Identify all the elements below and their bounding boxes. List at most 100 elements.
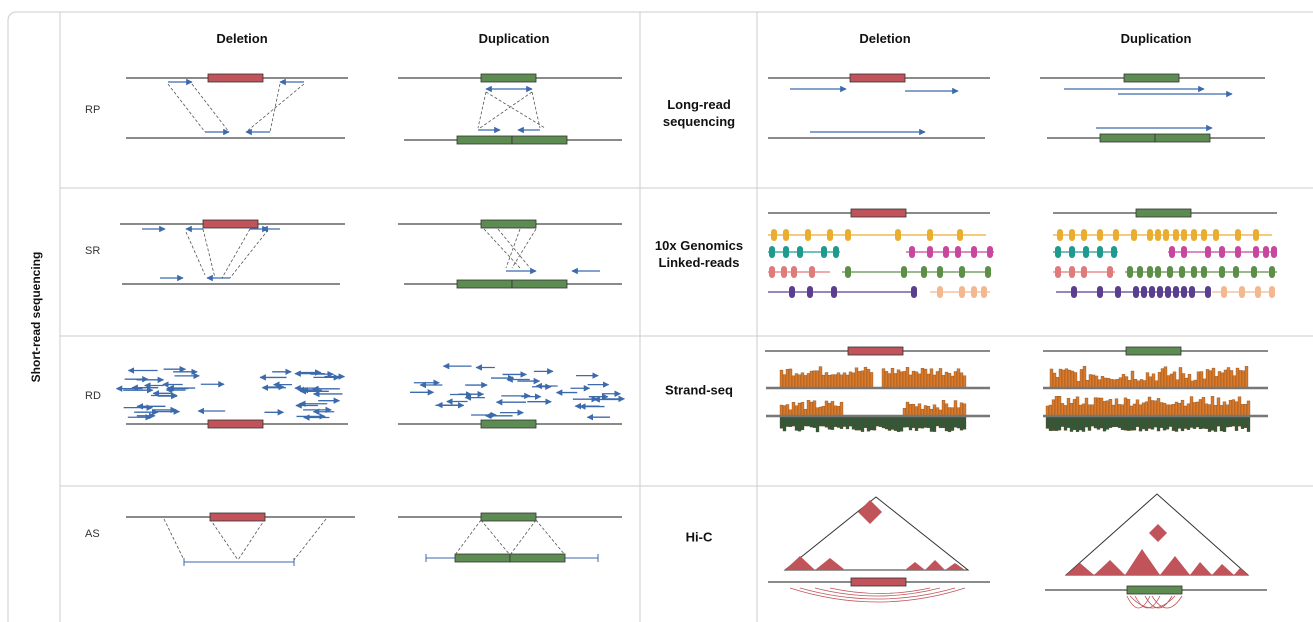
- linked-read: [959, 266, 965, 278]
- coverage-bar: [801, 416, 804, 430]
- coverage-bar: [1184, 406, 1187, 416]
- linked-read: [1181, 286, 1187, 298]
- coverage-bar: [1139, 405, 1142, 416]
- coverage-bar: [954, 371, 957, 388]
- coverage-bar: [942, 400, 945, 416]
- coverage-bar: [1242, 371, 1245, 388]
- coverage-bar: [1142, 403, 1145, 416]
- coverage-bar: [909, 404, 912, 416]
- coverage-bar: [1170, 374, 1173, 388]
- coverage-bar: [1149, 377, 1152, 388]
- linked-read: [1055, 246, 1061, 258]
- coverage-bar: [843, 373, 846, 388]
- coverage-bar: [807, 373, 810, 388]
- coverage-bar: [792, 376, 795, 388]
- column-header: Deletion: [859, 31, 910, 46]
- coverage-bar: [921, 368, 924, 388]
- coverage-bar: [1046, 416, 1049, 428]
- method-name: 10x Genomics Linked-reads: [644, 237, 754, 271]
- coverage-bar: [1226, 416, 1229, 427]
- coverage-bar: [921, 416, 924, 428]
- coverage-bar: [1079, 405, 1082, 416]
- coverage-bar: [798, 375, 801, 388]
- coverage-bar: [861, 371, 864, 388]
- coverage-bar: [1172, 416, 1175, 431]
- linked-read: [987, 246, 993, 258]
- linked-read: [1201, 229, 1207, 241]
- sv-segment: [210, 513, 265, 521]
- coverage-bar: [1076, 397, 1079, 416]
- coverage-bar: [852, 416, 855, 429]
- genome-line: [210, 519, 238, 560]
- linked-read: [955, 246, 961, 258]
- coverage-bar: [864, 416, 867, 428]
- coverage-bar: [1064, 405, 1067, 416]
- genome-line: [506, 229, 520, 268]
- coverage-bar: [1136, 400, 1139, 416]
- coverage-bar: [1247, 401, 1250, 416]
- genome-line: [536, 520, 565, 555]
- coverage-bar: [1193, 402, 1196, 416]
- coverage-bar: [1245, 366, 1248, 388]
- linked-read: [1251, 266, 1257, 278]
- coverage-bar: [1085, 416, 1088, 427]
- sv-segment: [1124, 74, 1179, 82]
- coverage-bar: [801, 402, 804, 416]
- linked-read: [1219, 266, 1225, 278]
- coverage-bar: [786, 405, 789, 416]
- coverage-bar: [1071, 371, 1074, 388]
- linked-read: [909, 246, 915, 258]
- linked-read: [791, 266, 797, 278]
- coverage-bar: [798, 403, 801, 416]
- coverage-bar: [1214, 405, 1217, 416]
- linked-read: [1191, 229, 1197, 241]
- linked-read: [1253, 246, 1259, 258]
- linked-read: [1191, 266, 1197, 278]
- column-header: Duplication: [1121, 31, 1192, 46]
- coverage-bar: [867, 369, 870, 388]
- coverage-bar: [1196, 402, 1199, 416]
- coverage-bar: [1235, 402, 1238, 416]
- linked-read: [927, 246, 933, 258]
- coverage-bar: [1185, 378, 1188, 388]
- coverage-bar: [831, 375, 834, 388]
- coverage-bar: [945, 416, 948, 431]
- sv-segment: [848, 347, 903, 355]
- coverage-bar: [894, 416, 897, 431]
- coverage-bar: [1100, 416, 1103, 428]
- coverage-bar: [1094, 416, 1097, 428]
- linked-read: [1205, 286, 1211, 298]
- coverage-bar: [1092, 375, 1095, 388]
- linked-read: [769, 246, 775, 258]
- coverage-bar: [849, 372, 852, 388]
- coverage-bar: [1220, 416, 1223, 431]
- sv-segment: [481, 513, 536, 521]
- coverage-bar: [825, 401, 828, 416]
- coverage-bar: [810, 402, 813, 416]
- coverage-bar: [1122, 374, 1125, 388]
- coverage-bar: [960, 403, 963, 416]
- coverage-bar: [1161, 369, 1164, 388]
- coverage-bar: [1065, 369, 1068, 388]
- linked-read: [809, 266, 815, 278]
- coverage-bar: [891, 416, 894, 429]
- linked-read: [1141, 286, 1147, 298]
- sv-segment: [208, 74, 263, 82]
- coverage-bar: [1116, 379, 1119, 388]
- linked-read: [1235, 229, 1241, 241]
- sv-segment: [512, 280, 567, 288]
- coverage-bar: [1199, 416, 1202, 429]
- coverage-bar: [1236, 368, 1239, 388]
- linked-read: [1219, 246, 1225, 258]
- coverage-bar: [1146, 373, 1149, 388]
- coverage-bar: [804, 375, 807, 388]
- coverage-bar: [1220, 405, 1223, 416]
- coverage-bar: [1238, 397, 1241, 416]
- coverage-bar: [1166, 405, 1169, 416]
- coverage-bar: [900, 372, 903, 388]
- coverage-bar: [1221, 373, 1224, 388]
- coverage-bar: [828, 403, 831, 416]
- coverage-bar: [807, 400, 810, 416]
- coverage-bar: [948, 408, 951, 416]
- coverage-bar: [879, 416, 882, 427]
